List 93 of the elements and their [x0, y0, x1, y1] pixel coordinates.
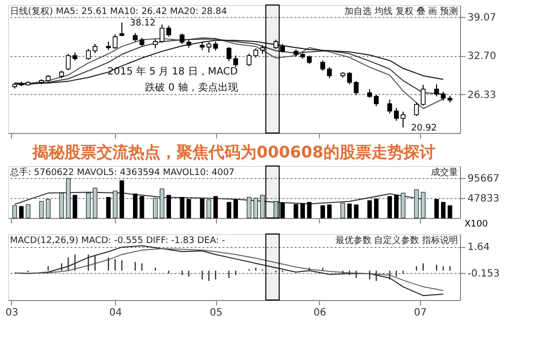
candlestick — [233, 55, 238, 68]
candlestick — [226, 46, 232, 62]
bar — [206, 199, 212, 218]
bar — [320, 205, 325, 218]
bar — [160, 188, 164, 218]
bar — [441, 202, 446, 218]
candlestick — [434, 84, 439, 97]
bar — [39, 201, 44, 218]
bar — [26, 204, 30, 218]
x-tick-label: 05 — [210, 308, 222, 318]
bar — [387, 196, 392, 218]
bar — [367, 200, 372, 218]
bar — [59, 192, 64, 218]
candlestick — [347, 72, 352, 85]
bar — [448, 205, 452, 218]
candlestick — [374, 94, 379, 107]
bar — [300, 203, 305, 218]
candlestick — [66, 53, 71, 71]
candlestick — [420, 84, 426, 106]
bar — [112, 190, 118, 218]
candlestick — [354, 80, 359, 96]
y-tick-label: 1.64 — [468, 242, 490, 254]
bar — [132, 194, 138, 218]
y-tick-label: 26.33 — [468, 90, 496, 101]
bar — [354, 204, 358, 218]
bar — [420, 192, 426, 218]
x-tick-label: 07 — [414, 308, 427, 318]
text: 最优参数 自定义参数 指标说明 — [335, 236, 458, 246]
annotation: 日线(复权) MA5: 25.61 MA10: 26.42 MA20: 28.84 — [10, 6, 228, 17]
bar — [414, 189, 419, 218]
bar — [72, 194, 78, 218]
y-axis-title: X100 — [464, 220, 488, 230]
bar — [86, 192, 91, 218]
bar — [140, 196, 144, 218]
bar — [294, 204, 298, 218]
bar — [394, 194, 399, 218]
candlestick — [119, 22, 124, 37]
bar — [374, 198, 379, 218]
candlestick — [160, 24, 164, 44]
candlestick — [253, 48, 258, 58]
candlestick — [320, 60, 326, 72]
candlestick — [180, 33, 185, 45]
bar — [200, 198, 204, 218]
annotation: 成交量 — [431, 167, 458, 178]
annotation: 38.12 — [130, 18, 156, 29]
bar — [226, 202, 232, 218]
line-series — [14, 248, 444, 291]
line-series — [14, 192, 424, 205]
annotation: MACD(12,26,9) MACD: -0.555 DIFF: -1.83 DEA: - — [10, 236, 225, 246]
bar — [246, 196, 252, 218]
bar — [327, 204, 332, 218]
y-tick-label: 95667 — [468, 174, 500, 185]
bar — [166, 194, 171, 218]
bar — [19, 206, 24, 218]
bar — [280, 202, 285, 218]
y-tick-label: 47833 — [468, 194, 500, 205]
annotation: 2015 年 5 月 18 日，MACD 跌破 0 轴，卖点出现 — [107, 66, 238, 94]
bar — [347, 204, 352, 218]
candlestick — [166, 25, 172, 38]
annotation: 总手: 5760622 MAVOL5: 4363594 MAVOL10: 4007 — [9, 167, 235, 178]
bar — [92, 188, 98, 218]
bar — [66, 178, 71, 218]
y-tick-label: -0.153 — [468, 268, 500, 280]
candlestick — [246, 53, 252, 66]
candlestick — [387, 98, 392, 114]
y-tick-label: 39.07 — [468, 12, 496, 24]
bar — [120, 180, 124, 218]
bar — [186, 199, 192, 218]
bar — [340, 202, 346, 218]
x-tick-label: 06 — [314, 308, 326, 318]
x-tick-label: 03 — [5, 308, 18, 318]
bar — [260, 194, 265, 218]
bar — [307, 202, 312, 218]
bar — [434, 199, 439, 218]
bar — [233, 199, 238, 218]
candlestick — [327, 66, 332, 79]
bar — [180, 196, 184, 218]
bar — [106, 196, 111, 218]
candlestick — [440, 91, 446, 102]
text: 揭秘股票交流热点，聚焦代码为000608的股票走势探讨 — [32, 142, 436, 162]
bar — [46, 199, 50, 218]
bar — [254, 198, 258, 218]
bar — [12, 205, 17, 218]
bar — [274, 201, 278, 218]
bar — [400, 192, 406, 218]
candlestick — [414, 102, 419, 116]
annotation: 20.92 — [411, 123, 437, 134]
text: 加自选 均线 复权 叠 画 预测 — [344, 7, 458, 17]
x-tick-label: 04 — [109, 308, 122, 318]
candlestick — [152, 38, 158, 49]
bar — [153, 198, 158, 218]
y-tick-label: 32.70 — [468, 51, 496, 62]
bar — [213, 196, 218, 218]
